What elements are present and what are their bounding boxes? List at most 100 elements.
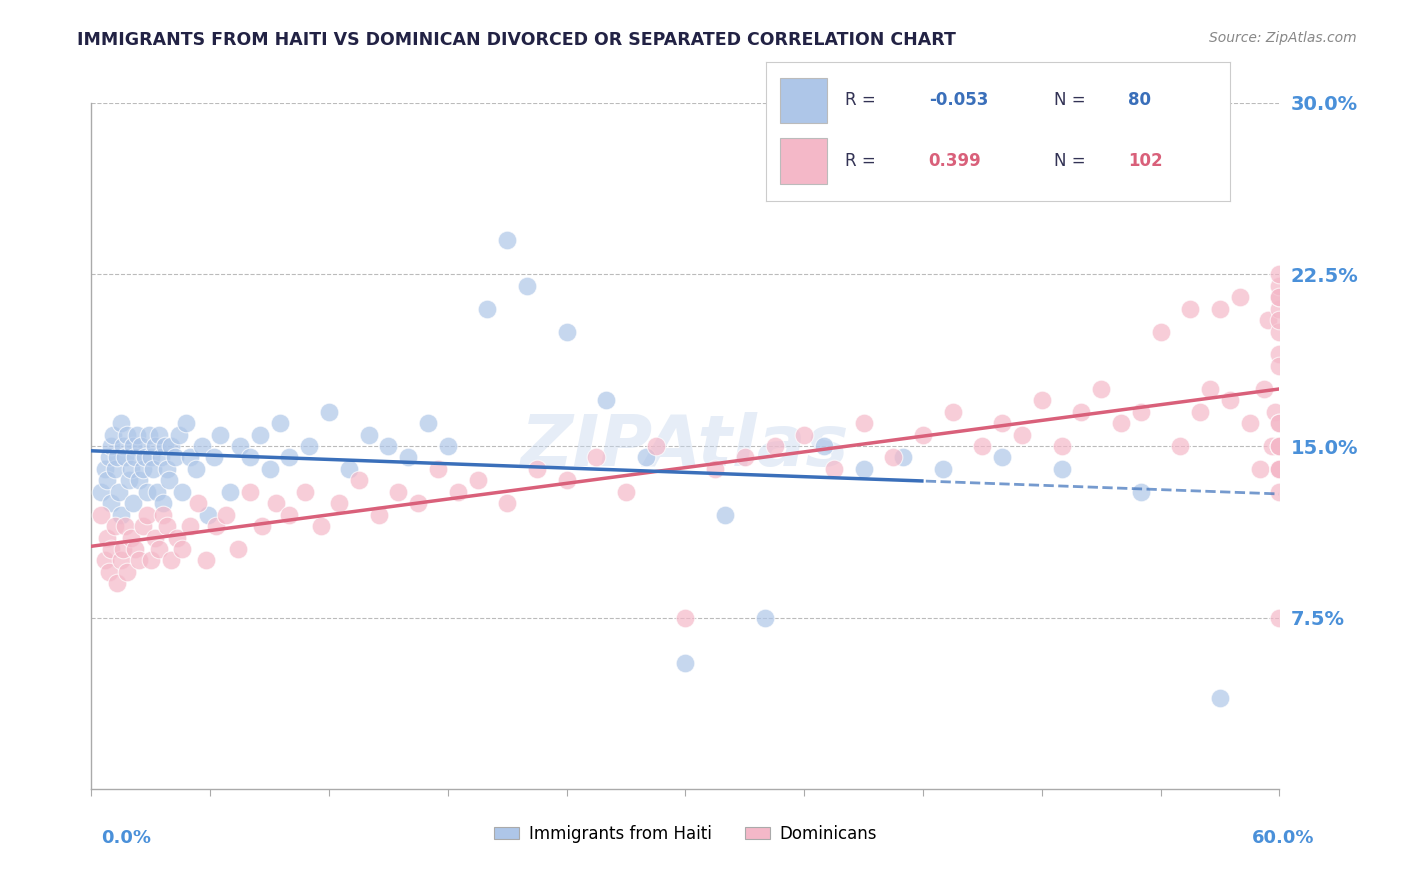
Point: [100, 496, 122, 510]
Point: [1268, 462, 1291, 476]
Point: [120, 462, 142, 476]
Point: [763, 439, 786, 453]
Point: [157, 473, 180, 487]
Point: [186, 462, 208, 476]
Point: [328, 496, 350, 510]
Point: [793, 427, 815, 442]
Point: [1268, 462, 1291, 476]
Point: [115, 565, 138, 579]
Point: [166, 531, 188, 545]
Point: [367, 508, 389, 522]
Point: [1268, 290, 1291, 304]
Point: [1268, 439, 1291, 453]
Point: [1219, 393, 1241, 408]
Point: [337, 462, 360, 476]
Point: [891, 450, 914, 465]
Point: [387, 484, 409, 499]
Point: [149, 450, 172, 465]
Point: [1268, 278, 1291, 293]
Point: [110, 508, 132, 522]
Point: [176, 416, 198, 430]
Point: [152, 496, 174, 510]
Point: [1180, 301, 1202, 316]
Point: [406, 496, 429, 510]
Point: [128, 473, 150, 487]
Point: [90, 508, 112, 522]
Point: [852, 416, 875, 430]
Point: [673, 657, 696, 671]
Point: [96, 531, 118, 545]
Point: [152, 508, 174, 522]
Point: [110, 416, 132, 430]
Point: [94, 462, 117, 476]
Point: [1109, 416, 1132, 430]
Point: [1090, 382, 1112, 396]
Point: [1253, 382, 1275, 396]
Point: [124, 541, 146, 557]
Point: [148, 427, 170, 442]
Point: [138, 427, 160, 442]
Point: [105, 450, 128, 465]
Text: 80: 80: [1128, 92, 1152, 110]
Point: [991, 416, 1014, 430]
Text: R =: R =: [845, 92, 876, 110]
Point: [447, 484, 470, 499]
Point: [1268, 416, 1291, 430]
Point: [129, 439, 152, 453]
Point: [1268, 325, 1291, 339]
Point: [555, 473, 578, 487]
Point: [644, 439, 666, 453]
Point: [1199, 382, 1222, 396]
Point: [1011, 427, 1033, 442]
Text: Source: ZipAtlas.com: Source: ZipAtlas.com: [1209, 31, 1357, 45]
Point: [209, 427, 232, 442]
Point: [259, 462, 281, 476]
Point: [634, 450, 657, 465]
Point: [1268, 484, 1291, 499]
Point: [179, 450, 201, 465]
Point: [264, 496, 287, 510]
Point: [1031, 393, 1053, 408]
Point: [882, 450, 904, 465]
Point: [115, 427, 138, 442]
Point: [555, 325, 578, 339]
Point: [1129, 405, 1152, 419]
Point: [1268, 439, 1291, 453]
FancyBboxPatch shape: [780, 138, 827, 184]
Point: [1239, 416, 1261, 430]
Point: [122, 439, 145, 453]
Point: [156, 462, 179, 476]
Point: [852, 462, 875, 476]
Point: [1189, 405, 1212, 419]
Point: [823, 462, 845, 476]
Point: [1257, 313, 1279, 327]
Point: [101, 427, 124, 442]
Point: [1070, 405, 1092, 419]
Point: [585, 450, 607, 465]
Point: [120, 531, 142, 545]
Point: [477, 301, 499, 316]
Point: [1129, 484, 1152, 499]
Point: [1229, 290, 1251, 304]
Point: [516, 278, 538, 293]
Point: [1268, 313, 1291, 327]
Point: [128, 553, 150, 567]
Text: 0.0%: 0.0%: [101, 829, 152, 847]
Point: [110, 553, 132, 567]
Point: [813, 439, 835, 453]
Point: [416, 416, 439, 430]
Point: [377, 439, 399, 453]
Point: [135, 484, 157, 499]
Point: [202, 450, 225, 465]
Point: [159, 439, 181, 453]
Point: [122, 496, 145, 510]
Point: [526, 462, 548, 476]
Point: [496, 233, 519, 247]
Point: [1249, 462, 1271, 476]
Point: [673, 610, 696, 624]
Point: [436, 439, 458, 453]
Point: [1170, 439, 1192, 453]
Point: [163, 450, 186, 465]
Point: [104, 519, 127, 533]
Point: [614, 484, 637, 499]
